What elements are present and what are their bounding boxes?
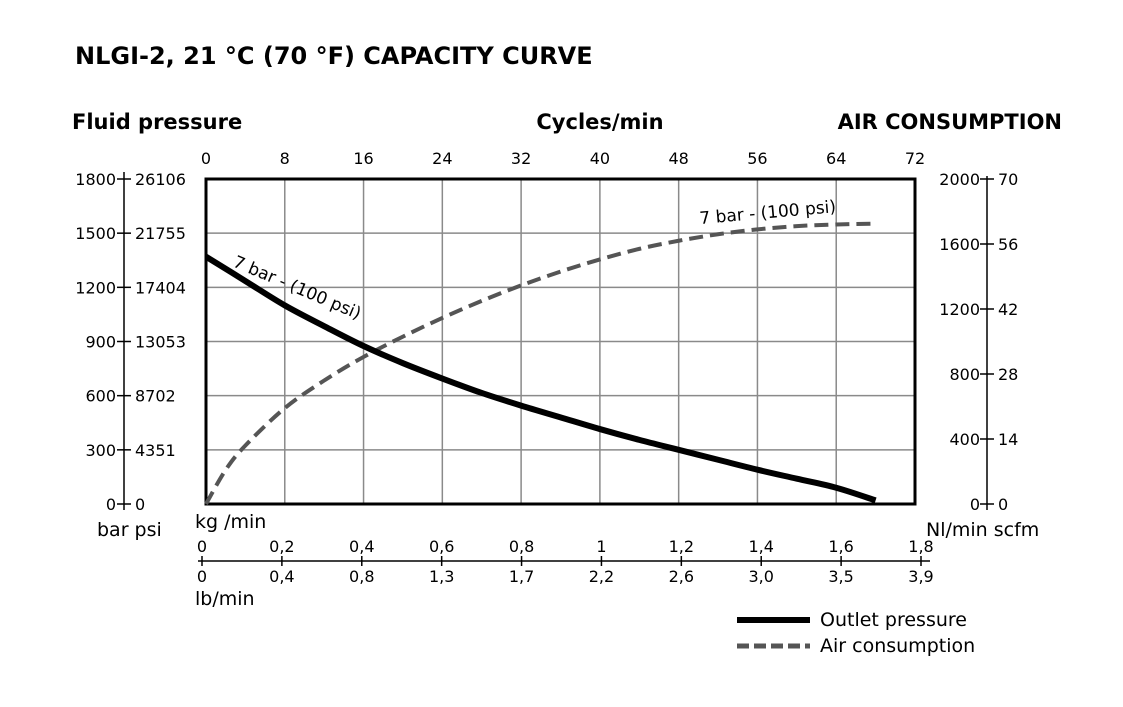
top-axis-title: Cycles/min: [536, 110, 663, 134]
kg-tick-label: 1,2: [669, 537, 694, 556]
lb-tick-label: 1,3: [429, 567, 454, 586]
kg-tick-label: 0,4: [349, 537, 374, 556]
kg-tick-label: 1: [596, 537, 606, 556]
left-tick-label-bar: 0: [106, 495, 116, 514]
right-tick-label-scfm: 0: [998, 495, 1008, 514]
kg-tick-label: 1,4: [748, 537, 773, 556]
lb-tick-label: 0,4: [269, 567, 294, 586]
top-tick-label: 64: [826, 149, 846, 168]
top-axis-ticks: 0 8 16 24 32 40 48 56 64 72: [201, 149, 925, 168]
top-tick-label: 56: [747, 149, 767, 168]
top-tick-label: 48: [668, 149, 688, 168]
plot-frame: [204, 177, 917, 506]
left-axis-title: Fluid pressure: [72, 110, 242, 134]
left-tick-label-bar: 600: [85, 387, 116, 406]
left-tick-label-bar: 1200: [75, 278, 116, 297]
air-consumption-line: [204, 221, 876, 505]
grid-lines: [206, 179, 915, 504]
left-units-label: bar psi: [97, 519, 162, 541]
right-tick-label-nlmin: 800: [949, 365, 980, 384]
kg-tick-label: 1,6: [828, 537, 853, 556]
right-axis-ticks: 0 0 400 14 800 28 1200 42 1600 56 2000 70: [939, 170, 1018, 514]
right-tick-label-nlmin: 0: [970, 495, 980, 514]
kg-tick-label: 0,8: [509, 537, 534, 556]
left-tick-label-psi: 13053: [135, 333, 186, 352]
lb-tick-label: 0: [197, 567, 207, 586]
bottom-axis-ticks: 0 0 0,2 0,4 0,4 0,8 0,6 1,3 0,8 1,7 1 2,2 1,2 2,6 1,4 3…: [197, 537, 934, 586]
left-tick-label-bar: 1500: [75, 224, 116, 243]
top-tick-label: 0: [201, 149, 211, 168]
left-axis-ticks: 0 0 300 4351 600 8702 900 13053 1200 17404 1500 217…: [75, 170, 186, 514]
lb-tick-label: 1,7: [509, 567, 534, 586]
legend-label-outlet-pressure: Outlet pressure: [820, 609, 967, 631]
kg-axis-title: kg /min: [195, 511, 266, 533]
lb-tick-label: 3,5: [828, 567, 853, 586]
right-tick-label-scfm: 42: [998, 300, 1018, 319]
right-tick-label-nlmin: 400: [949, 430, 980, 449]
right-tick-label-scfm: 14: [998, 430, 1018, 449]
lb-tick-label: 2,2: [589, 567, 614, 586]
right-tick-label-scfm: 28: [998, 365, 1018, 384]
legend: Outlet pressure Air consumption: [737, 609, 975, 657]
left-tick-label-psi: 26106: [135, 170, 186, 189]
left-tick-label-bar: 300: [85, 441, 116, 460]
left-tick-label-bar: 1800: [75, 170, 116, 189]
right-tick-label-nlmin: 2000: [939, 170, 980, 189]
top-tick-label: 24: [432, 149, 452, 168]
lb-axis-title: lb/min: [195, 588, 255, 610]
left-tick-label-psi: 21755: [135, 224, 186, 243]
right-tick-label-scfm: 70: [998, 170, 1018, 189]
top-tick-label: 72: [905, 149, 925, 168]
right-tick-label-nlmin: 1200: [939, 300, 980, 319]
legend-label-air-consumption: Air consumption: [820, 635, 975, 657]
left-tick-label-psi: 0: [135, 495, 145, 514]
left-tick-label-psi: 8702: [135, 387, 176, 406]
top-tick-label: 16: [353, 149, 373, 168]
right-tick-label-nlmin: 1600: [939, 235, 980, 254]
left-tick-label-psi: 4351: [135, 441, 176, 460]
left-tick-label-bar: 900: [85, 333, 116, 352]
kg-tick-label: 0: [197, 537, 207, 556]
lb-tick-label: 0,8: [349, 567, 374, 586]
top-tick-label: 32: [511, 149, 531, 168]
right-tick-label-scfm: 56: [998, 235, 1018, 254]
top-tick-label: 8: [280, 149, 290, 168]
right-axis-title: AIR CONSUMPTION: [838, 110, 1062, 134]
lb-tick-label: 3,0: [748, 567, 773, 586]
right-units-label: Nl/min scfm: [926, 519, 1039, 541]
outlet-pressure-line: [204, 254, 877, 504]
top-tick-label: 40: [590, 149, 610, 168]
lb-tick-label: 3,9: [908, 567, 933, 586]
kg-tick-label: 1,8: [908, 537, 933, 556]
chart-title: NLGI-2, 21 °C (70 °F) CAPACITY CURVE: [75, 42, 593, 70]
kg-tick-label: 0,6: [429, 537, 454, 556]
left-tick-label-psi: 17404: [135, 278, 186, 297]
kg-tick-label: 0,2: [269, 537, 294, 556]
lb-tick-label: 2,6: [669, 567, 694, 586]
